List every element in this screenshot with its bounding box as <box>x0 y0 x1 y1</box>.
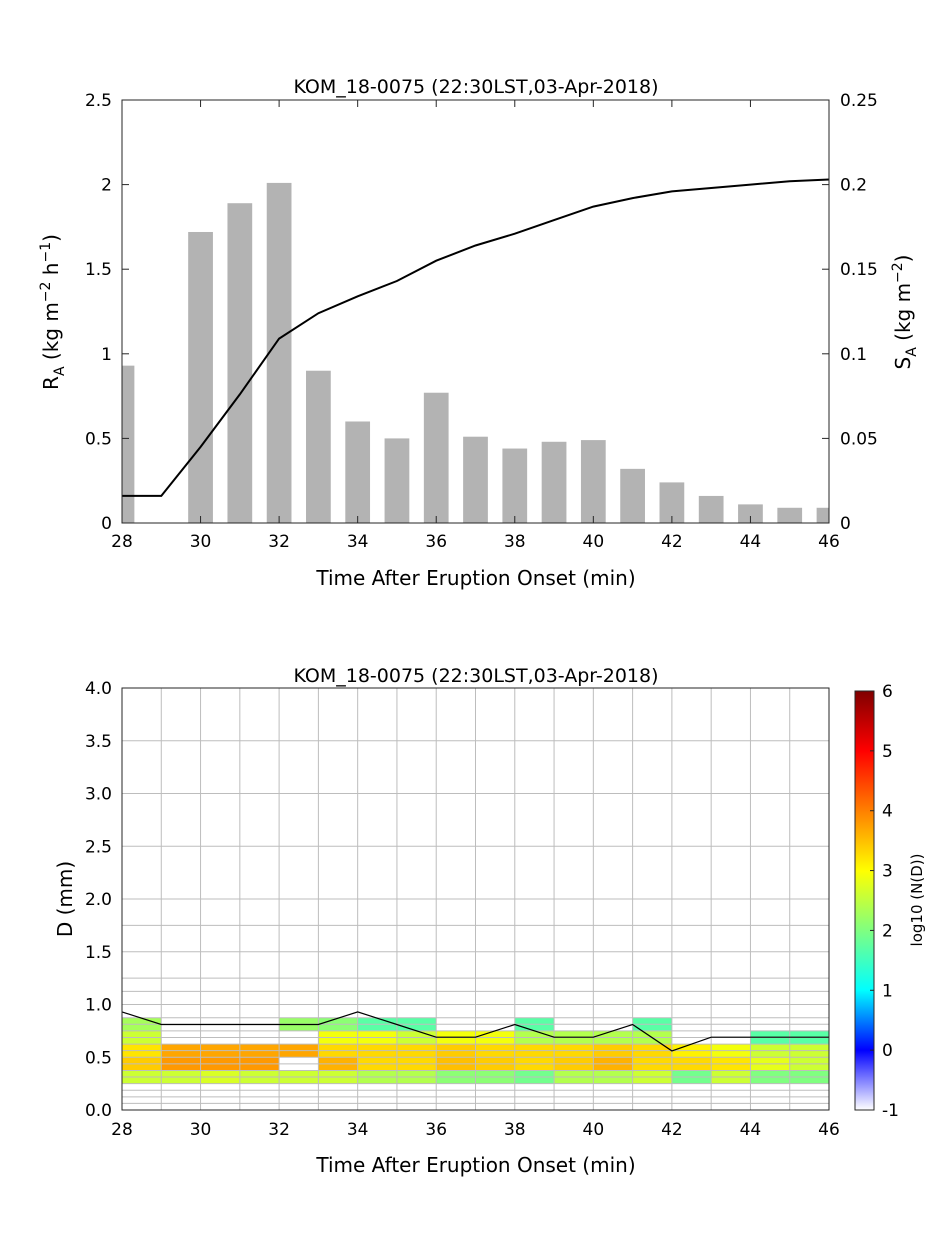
rate-bar <box>384 438 410 523</box>
rate-accumulation-chart: KOM_18-0075 (22:30LST,03-Apr-2018) 28 30 3… <box>38 76 920 590</box>
x-tick-label: 34 <box>347 532 369 552</box>
x-tick-label: 42 <box>661 1120 683 1140</box>
x-tick-label: 40 <box>583 532 605 552</box>
top-chart-title: KOM_18-0075 (22:30LST,03-Apr-2018) <box>293 76 658 98</box>
top-plot-frame <box>121 99 830 524</box>
rate-bar <box>620 468 645 523</box>
y-tick-label: 2.0 <box>85 890 112 910</box>
colorbar-ticks: -1 0 1 2 3 4 5 6 <box>870 682 899 1121</box>
top-right-y-axis-label: SA (kg m−2) <box>890 254 920 369</box>
accumulation-line <box>122 178 830 497</box>
rate-bar <box>777 507 803 523</box>
y-tick-label: 2 <box>101 176 112 196</box>
x-tick-label: 46 <box>818 532 840 552</box>
bottom-x-ticks: 28 30 32 34 36 38 40 42 44 46 <box>111 1120 840 1140</box>
colorbar-label: log10 (N(D)) <box>908 854 926 947</box>
x-tick-label: 36 <box>425 532 447 552</box>
colorbar-tick-label: 0 <box>882 1041 893 1061</box>
rate-bar <box>266 182 292 523</box>
y2-tick-label: 0.25 <box>840 91 878 111</box>
bottom-y-axis-label: D (mm) <box>53 861 77 937</box>
rate-bars <box>122 182 829 523</box>
bottom-plot-frame <box>121 687 830 1111</box>
rate-bar <box>580 440 606 523</box>
top-right-y-ticks: 0 0.05 0.1 0.15 0.2 0.25 <box>822 91 878 534</box>
y2-tick-label: 0.05 <box>840 429 878 449</box>
y-tick-label: 1.5 <box>85 260 112 280</box>
colorbar-tick-label: -1 <box>882 1101 899 1121</box>
y-tick-label: 1.5 <box>85 943 112 963</box>
rate-bar <box>423 392 449 523</box>
y-tick-label: 4.0 <box>85 679 112 699</box>
x-tick-label: 46 <box>818 1120 840 1140</box>
rate-bar <box>345 421 371 523</box>
y2-tick-label: 0 <box>840 514 851 534</box>
x-tick-label: 40 <box>583 1120 605 1140</box>
colorbar-tick-label: 2 <box>882 921 893 941</box>
x-tick-label: 44 <box>740 1120 762 1140</box>
x-tick-label: 34 <box>347 1120 369 1140</box>
heatmap-grid <box>121 687 830 1111</box>
top-x-axis-label: Time After Eruption Onset (min) <box>315 566 635 590</box>
y-tick-label: 0.5 <box>85 429 112 449</box>
dsd-heatmap-chart: KOM_18-0075 (22:30LST,03-Apr-2018) 28 30 3… <box>53 665 926 1177</box>
y2-tick-label: 0.2 <box>840 176 867 196</box>
top-left-y-axis-label: RA (kg m−2 h−1) <box>38 234 68 390</box>
colorbar-tick-label: 3 <box>882 862 893 882</box>
rate-bar <box>306 370 331 523</box>
x-tick-label: 36 <box>425 1120 447 1140</box>
y-tick-label: 1.0 <box>85 996 112 1016</box>
top-left-y-ticks: 0 0.5 1 1.5 2 2.5 <box>85 91 129 534</box>
bottom-chart-title: KOM_18-0075 (22:30LST,03-Apr-2018) <box>293 665 658 687</box>
colorbar-tick-label: 1 <box>882 981 893 1001</box>
y-tick-label: 3.5 <box>85 732 112 752</box>
rate-bar <box>188 231 213 523</box>
y2-tick-label: 0.15 <box>840 260 878 280</box>
rate-bar <box>227 203 253 523</box>
x-tick-label: 30 <box>190 1120 212 1140</box>
y-tick-label: 2.5 <box>85 91 112 111</box>
colorbar-tick-label: 6 <box>882 682 893 702</box>
rate-bar <box>698 495 724 523</box>
x-tick-label: 32 <box>268 1120 290 1140</box>
y2-tick-label: 0.1 <box>840 345 867 365</box>
x-tick-label: 28 <box>111 532 133 552</box>
bottom-x-axis-label: Time After Eruption Onset (min) <box>315 1153 635 1177</box>
x-tick-label: 30 <box>190 532 212 552</box>
colorbar <box>854 690 875 1111</box>
y-tick-label: 0.5 <box>85 1048 112 1068</box>
dmax-line <box>121 1011 829 1052</box>
rate-bar <box>122 365 135 523</box>
rate-bar <box>541 441 567 523</box>
y-tick-label: 3.0 <box>85 785 112 805</box>
x-tick-label: 44 <box>740 532 762 552</box>
rate-bar <box>463 436 488 523</box>
colorbar-tick-label: 4 <box>882 802 893 822</box>
y-tick-label: 2.5 <box>85 837 112 857</box>
x-tick-label: 38 <box>504 532 526 552</box>
colorbar-tick-label: 5 <box>882 742 893 762</box>
x-tick-label: 32 <box>268 532 290 552</box>
rate-bar <box>738 504 763 523</box>
rate-bar <box>502 448 528 523</box>
x-tick-label: 42 <box>661 532 683 552</box>
bottom-y-ticks: 0.0 0.5 1.0 1.5 2.0 2.5 3.0 3.5 4.0 <box>85 679 112 1121</box>
top-x-ticks: 28 30 32 34 36 38 40 42 44 46 <box>111 100 840 552</box>
y-tick-label: 1 <box>101 345 112 365</box>
x-tick-label: 28 <box>111 1120 133 1140</box>
rate-bar <box>816 507 829 523</box>
y-tick-label: 0 <box>101 514 112 534</box>
x-tick-label: 38 <box>504 1120 526 1140</box>
y-tick-label: 0.0 <box>85 1101 112 1121</box>
